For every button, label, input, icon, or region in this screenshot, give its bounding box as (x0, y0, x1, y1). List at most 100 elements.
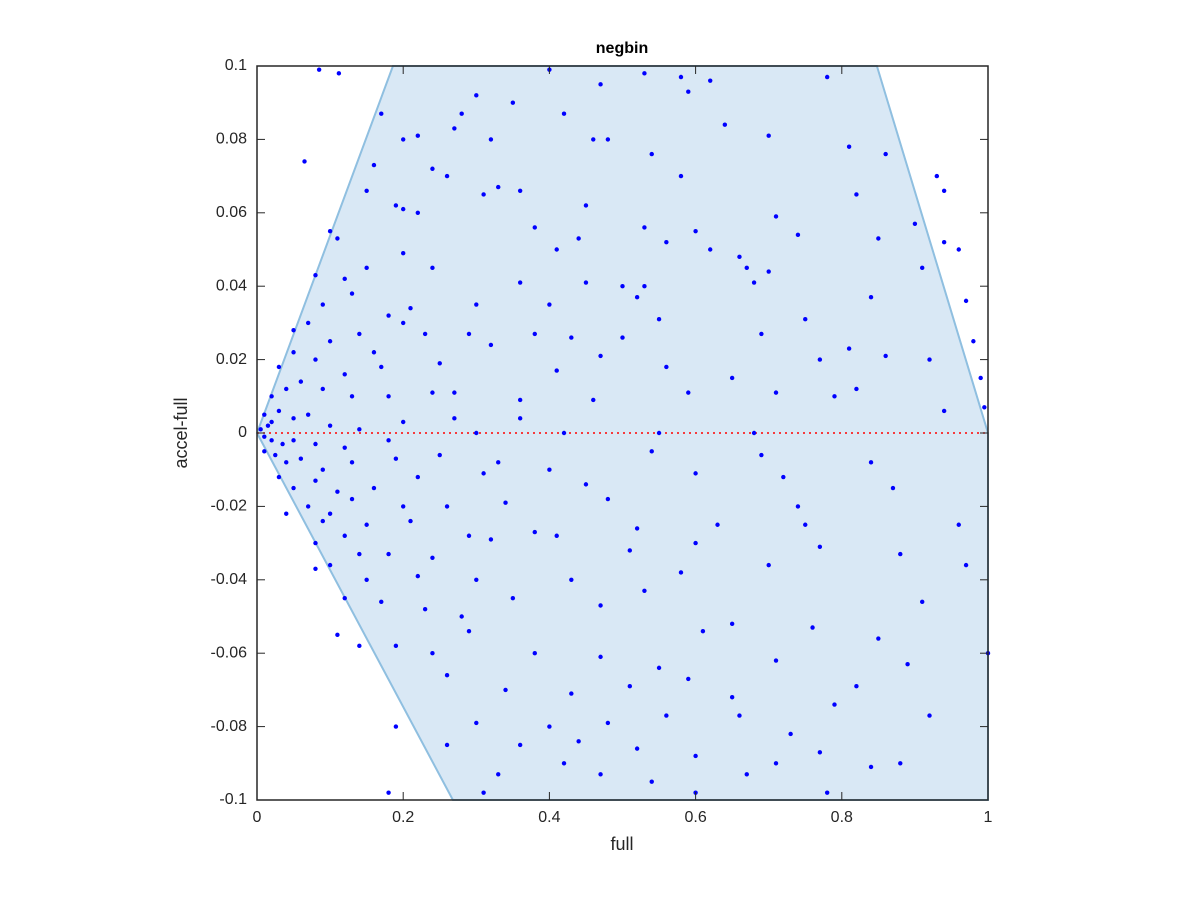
y-tick-label: 0.06 (216, 204, 247, 221)
point (313, 478, 318, 483)
y-tick-label: -0.08 (211, 718, 248, 735)
point (656, 317, 662, 322)
point (824, 74, 830, 80)
point (620, 335, 625, 340)
point (422, 606, 428, 612)
point (912, 221, 918, 227)
point (693, 753, 698, 759)
point (437, 361, 442, 366)
point (284, 386, 289, 392)
point (408, 518, 413, 524)
point (678, 570, 684, 575)
point (364, 522, 369, 527)
point (452, 390, 457, 395)
point (766, 133, 771, 138)
point (291, 416, 296, 421)
point (327, 511, 333, 516)
point (517, 188, 523, 193)
point (342, 372, 347, 377)
point (927, 713, 932, 718)
point (336, 71, 342, 76)
y-tick-label: -0.04 (211, 571, 248, 588)
y-tick-label: -0.1 (219, 791, 247, 808)
point (342, 533, 347, 538)
point (729, 621, 735, 627)
point (401, 320, 406, 326)
point (444, 173, 450, 179)
point (466, 533, 472, 538)
point (364, 265, 369, 271)
point (708, 247, 713, 252)
point (642, 588, 647, 594)
point (474, 577, 479, 582)
point (474, 93, 479, 98)
point (605, 496, 611, 502)
point (452, 126, 457, 131)
point (316, 67, 322, 72)
point (971, 339, 976, 344)
point (284, 511, 289, 516)
point (481, 790, 486, 795)
point (576, 236, 581, 241)
point (371, 350, 377, 355)
point (656, 665, 662, 671)
point (342, 276, 347, 282)
point (401, 250, 406, 256)
point (430, 555, 435, 560)
point (583, 280, 589, 285)
point (393, 203, 399, 208)
point (532, 651, 537, 656)
point (357, 331, 362, 337)
point (320, 518, 325, 524)
point (488, 537, 494, 542)
point (313, 357, 318, 362)
point (649, 151, 654, 157)
point (656, 430, 662, 436)
point (273, 452, 278, 458)
chart-title: negbin (596, 40, 648, 57)
point (846, 144, 852, 149)
point (905, 662, 910, 667)
point (569, 335, 574, 340)
point (517, 416, 523, 421)
point (576, 739, 581, 744)
point (781, 474, 786, 480)
y-tick-label: -0.02 (211, 498, 248, 515)
point (773, 658, 779, 663)
x-tick-label: 0.6 (684, 809, 706, 826)
point (496, 772, 501, 777)
point (262, 449, 267, 454)
point (956, 522, 961, 527)
point (788, 731, 793, 737)
point (678, 173, 684, 179)
point (488, 342, 494, 348)
point (627, 684, 633, 689)
point (474, 302, 479, 307)
point (817, 357, 823, 362)
point (459, 614, 464, 619)
point (941, 239, 947, 245)
y-tick-label: -0.06 (211, 644, 248, 661)
point (561, 761, 567, 766)
point (920, 265, 925, 271)
point (898, 551, 903, 557)
point (890, 485, 896, 491)
point (722, 122, 728, 127)
point (284, 460, 289, 465)
point (313, 566, 318, 571)
point (854, 386, 859, 392)
point (766, 269, 771, 274)
point (327, 339, 333, 344)
point (408, 306, 413, 311)
point (759, 331, 764, 337)
point (532, 331, 537, 337)
point (876, 636, 881, 641)
point (401, 137, 406, 142)
point (291, 350, 296, 355)
point (744, 772, 749, 777)
point (737, 713, 742, 718)
point (642, 71, 647, 76)
point (342, 595, 347, 601)
point (598, 772, 603, 777)
point (547, 724, 552, 729)
